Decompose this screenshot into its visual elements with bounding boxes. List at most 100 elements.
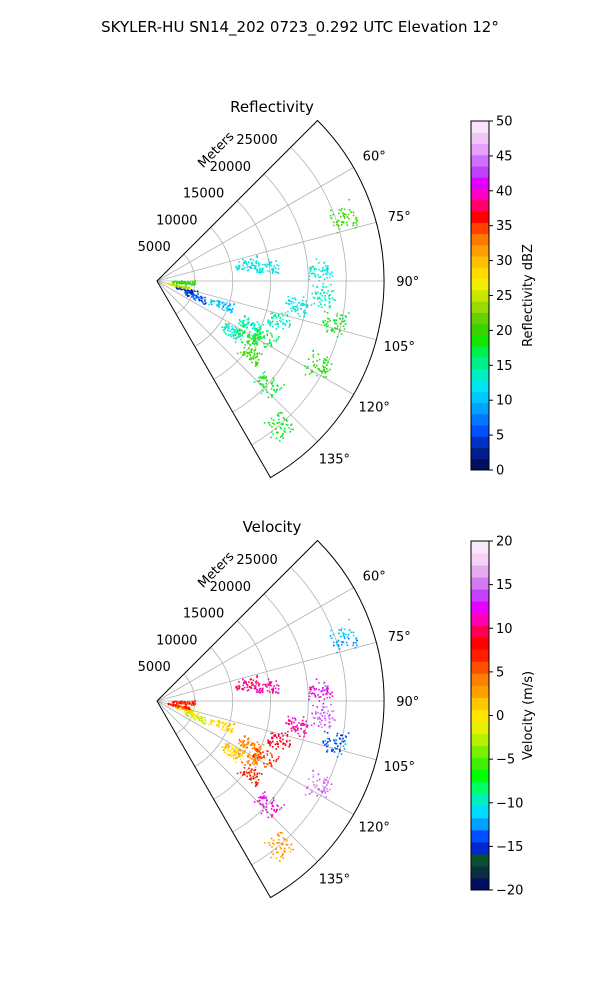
- data-point: [182, 282, 184, 285]
- data-point: [269, 744, 271, 747]
- data-point: [263, 762, 265, 765]
- colorbar-swatch: [471, 769, 489, 783]
- data-point: [345, 641, 348, 644]
- data-point: [239, 758, 242, 761]
- data-point: [262, 267, 264, 270]
- data-point: [223, 723, 226, 726]
- data-point: [341, 734, 343, 736]
- range-tick-label: 15000: [183, 187, 224, 202]
- data-point: [179, 285, 182, 288]
- data-point: [328, 738, 331, 740]
- data-point: [296, 304, 298, 307]
- data-point: [243, 746, 245, 748]
- data-point: [231, 745, 233, 748]
- data-point: [336, 641, 338, 643]
- data-point: [328, 725, 331, 728]
- data-point: [325, 268, 327, 271]
- data-point: [310, 724, 313, 726]
- data-point: [267, 739, 270, 742]
- data-point: [292, 428, 294, 431]
- colorbar-swatch: [471, 805, 489, 819]
- data-point: [248, 333, 250, 336]
- data-point: [321, 715, 324, 717]
- data-point: [228, 308, 231, 311]
- data-point: [316, 784, 318, 787]
- data-point: [305, 300, 307, 303]
- data-point: [250, 778, 252, 781]
- colorbar-swatch: [471, 853, 489, 867]
- data-point: [243, 320, 245, 322]
- data-point: [329, 725, 332, 727]
- data-point: [327, 295, 330, 297]
- data-point: [232, 328, 235, 331]
- data-point: [247, 342, 249, 345]
- data-point: [201, 717, 203, 720]
- data-point: [257, 362, 259, 364]
- data-point: [221, 721, 223, 724]
- data-point: [259, 745, 262, 748]
- data-point: [312, 776, 315, 778]
- data-point: [222, 301, 225, 304]
- data-point: [258, 796, 260, 799]
- data-point: [356, 639, 358, 642]
- colorbar-swatch: [471, 721, 489, 735]
- data-point: [243, 686, 246, 689]
- data-point: [275, 437, 278, 440]
- data-point: [270, 684, 272, 687]
- data-point: [188, 288, 190, 290]
- data-point: [293, 308, 296, 311]
- data-point: [275, 338, 278, 341]
- data-point: [304, 365, 306, 367]
- data-point: [287, 730, 289, 733]
- data-point: [324, 299, 327, 301]
- range-ring: [232, 173, 309, 413]
- data-point: [279, 737, 281, 739]
- data-point: [321, 285, 324, 288]
- data-point: [256, 321, 259, 323]
- data-point: [346, 216, 349, 218]
- range-ring: [194, 227, 234, 347]
- data-point: [326, 737, 329, 740]
- data-point: [315, 293, 317, 295]
- data-point: [227, 729, 229, 732]
- data-point: [230, 729, 233, 731]
- data-point: [185, 288, 188, 290]
- data-point: [297, 307, 299, 309]
- data-point: [335, 322, 337, 325]
- data-point: [171, 281, 174, 283]
- data-point: [265, 802, 267, 805]
- data-point: [235, 747, 238, 750]
- data-point: [277, 325, 279, 328]
- data-point: [327, 265, 329, 267]
- data-point: [324, 781, 326, 784]
- data-point: [313, 783, 316, 786]
- data-point: [256, 689, 258, 691]
- data-point: [225, 746, 228, 748]
- data-point: [252, 683, 254, 686]
- data-point: [216, 300, 219, 302]
- data-point: [276, 321, 279, 323]
- data-point: [356, 219, 358, 222]
- data-point: [224, 323, 227, 325]
- data-point: [332, 710, 335, 712]
- data-point: [281, 843, 284, 846]
- data-point: [190, 290, 192, 292]
- data-point: [273, 423, 275, 425]
- data-point: [259, 747, 262, 750]
- data-point: [270, 417, 273, 420]
- data-point: [258, 380, 261, 382]
- data-point: [277, 337, 279, 340]
- data-point: [230, 328, 233, 331]
- data-point: [267, 321, 269, 323]
- data-point: [247, 743, 249, 745]
- data-point: [285, 838, 288, 841]
- data-point: [342, 325, 345, 327]
- data-point: [323, 369, 325, 371]
- data-point: [332, 641, 335, 644]
- data-point: [252, 355, 255, 358]
- data-point: [178, 701, 181, 703]
- data-point: [177, 705, 179, 708]
- data-point: [282, 417, 285, 419]
- data-point: [236, 268, 239, 271]
